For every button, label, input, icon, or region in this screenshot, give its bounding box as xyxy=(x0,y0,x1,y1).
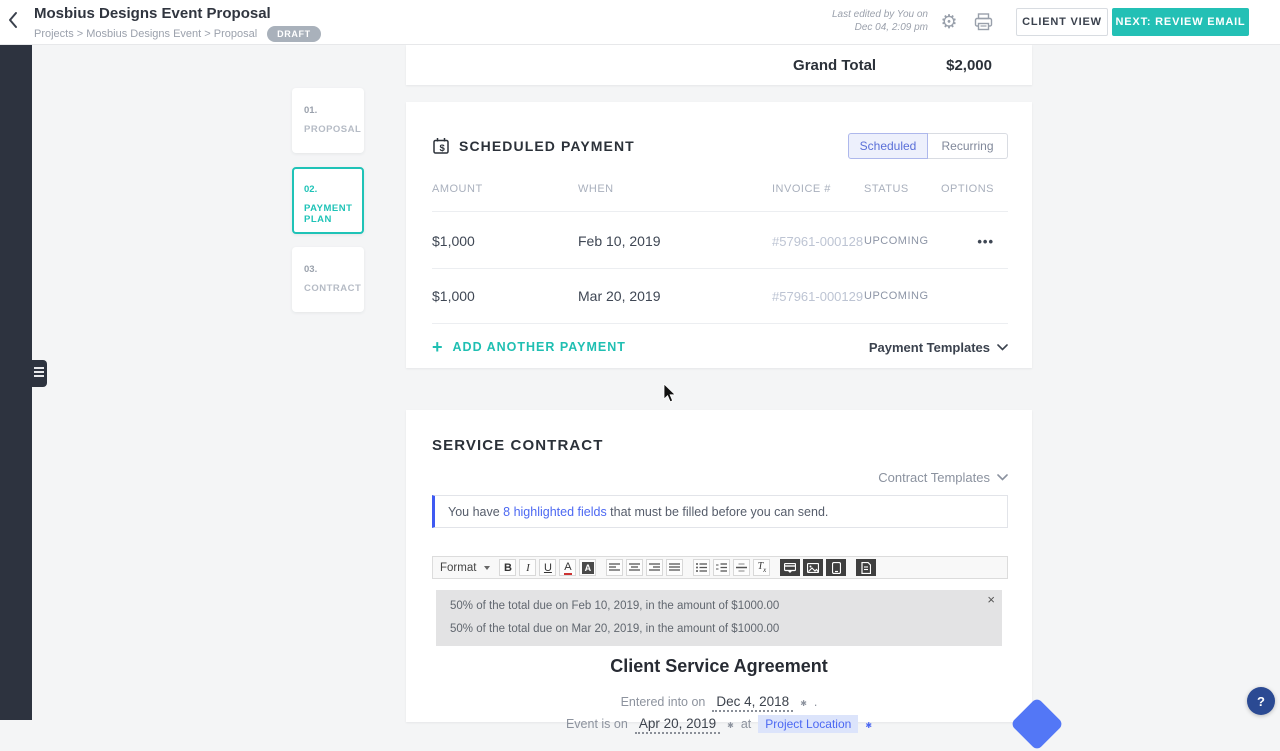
insert-image-field-icon[interactable] xyxy=(803,559,824,576)
summary-line: 50% of the total due on Feb 10, 2019, in… xyxy=(450,600,780,612)
entered-into-line: Entered into on Dec 4, 2018 ✱ . xyxy=(406,694,1032,712)
svg-text:$: $ xyxy=(440,143,446,154)
calendar-dollar-icon: $ xyxy=(432,137,450,155)
next-review-email-button[interactable]: NEXT: REVIEW EMAIL xyxy=(1112,8,1249,36)
step-contract[interactable]: 03. CONTRACT xyxy=(292,247,364,312)
service-contract-card: SERVICE CONTRACT Contract Templates You … xyxy=(406,410,1032,734)
chevron-down-icon xyxy=(997,474,1008,481)
align-center-icon[interactable] xyxy=(626,559,644,576)
payment-status: UPCOMING xyxy=(864,290,929,302)
step-payment-plan-active[interactable]: 02. PAYMENT PLAN xyxy=(292,167,364,234)
horizontal-rule-icon[interactable] xyxy=(733,559,751,576)
justify-icon[interactable] xyxy=(666,559,684,576)
entered-date-field[interactable]: Dec 4, 2018 xyxy=(712,694,794,712)
format-dropdown[interactable]: Format xyxy=(440,562,491,574)
payment-when[interactable]: Feb 10, 2019 xyxy=(578,233,661,249)
caret-down-icon xyxy=(484,565,491,570)
payment-row[interactable]: $1,000 Feb 10, 2019 #57961-000128 UPCOMI… xyxy=(432,229,1008,253)
payment-amount[interactable]: $1,000 xyxy=(432,233,475,249)
rich-text-toolbar: Format B I U A A Tx xyxy=(432,556,1008,579)
tab-scheduled[interactable]: Scheduled xyxy=(848,132,928,159)
mouse-cursor xyxy=(663,384,677,404)
insert-payment-field-icon[interactable] xyxy=(780,559,801,576)
grand-total-row: Grand Total $2,000 xyxy=(406,45,1032,85)
printer-icon[interactable] xyxy=(972,11,994,33)
last-edited-text: Last edited by You on Dec 04, 2:09 pm xyxy=(831,9,928,33)
close-icon[interactable]: × xyxy=(987,592,995,607)
plus-icon: + xyxy=(432,337,443,357)
payment-templates-dropdown[interactable]: Payment Templates xyxy=(869,340,1008,355)
add-another-payment-button[interactable]: + ADD ANOTHER PAYMENT xyxy=(432,337,626,357)
payment-type-toggle: Scheduled Recurring xyxy=(848,132,1008,159)
highlight-color-button[interactable]: A xyxy=(579,559,597,576)
italic-button[interactable]: I xyxy=(519,559,537,576)
highlighted-fields-notice: You have 8 highlighted fields that must … xyxy=(432,495,1008,528)
back-button[interactable] xyxy=(8,11,28,33)
payment-row[interactable]: $1,000 Mar 20, 2019 #57961-000129 UPCOMI… xyxy=(432,284,1008,308)
payment-amount[interactable]: $1,000 xyxy=(432,288,475,304)
contract-templates-dropdown[interactable]: Contract Templates xyxy=(878,470,1008,485)
required-asterisk: ✱ xyxy=(865,721,873,730)
menu-toggle-tab[interactable] xyxy=(32,360,47,387)
left-nav-rail xyxy=(0,44,32,720)
step-proposal[interactable]: 01. PROPOSAL xyxy=(292,88,364,153)
project-location-field[interactable]: Project Location xyxy=(758,715,859,733)
highlighted-fields-link[interactable]: 8 highlighted fields xyxy=(503,504,607,519)
scheduled-payment-title: $ SCHEDULED PAYMENT xyxy=(432,137,635,155)
tab-recurring[interactable]: Recurring xyxy=(928,132,1008,159)
align-left-icon[interactable] xyxy=(606,559,624,576)
agreement-title: Client Service Agreement xyxy=(610,656,828,676)
numbered-list-icon[interactable] xyxy=(713,559,731,576)
client-view-button[interactable]: CLIENT VIEW xyxy=(1016,8,1108,36)
required-asterisk: ✱ xyxy=(727,721,734,730)
grand-total-label: Grand Total xyxy=(793,56,877,74)
payments-table-header: AMOUNT WHEN INVOICE # STATUS OPTIONS xyxy=(432,183,995,195)
bold-button[interactable]: B xyxy=(499,559,517,576)
scheduled-payment-card: $ SCHEDULED PAYMENT Scheduled Recurring … xyxy=(406,102,1032,368)
payment-status: UPCOMING xyxy=(864,235,929,247)
payment-invoice: #57961-000129 xyxy=(772,288,864,304)
page-title: Mosbius Designs Event Proposal xyxy=(34,5,271,22)
underline-button[interactable]: U xyxy=(539,559,557,576)
clear-formatting-button[interactable]: Tx xyxy=(753,559,771,576)
insert-contract-field-icon[interactable] xyxy=(856,559,877,576)
payment-summary-block[interactable]: 50% of the total due on Feb 10, 2019, in… xyxy=(436,590,1002,646)
status-badge: DRAFT xyxy=(267,26,321,42)
payment-when[interactable]: Mar 20, 2019 xyxy=(578,288,661,304)
chevron-down-icon xyxy=(997,343,1008,351)
gear-icon[interactable]: ⚙ xyxy=(940,11,958,33)
bullet-list-icon[interactable] xyxy=(693,559,711,576)
grand-total-value: $2,000 xyxy=(946,56,992,74)
payment-invoice: #57961-000128 xyxy=(772,233,864,249)
breadcrumb[interactable]: Projects > Mosbius Designs Event > Propo… xyxy=(34,28,258,40)
options-menu-icon[interactable]: ••• xyxy=(977,233,994,249)
hamburger-icon xyxy=(32,360,47,377)
service-contract-title: SERVICE CONTRACT xyxy=(432,437,604,454)
required-asterisk: ✱ xyxy=(800,699,807,708)
help-button[interactable]: ? xyxy=(1247,687,1275,715)
text-color-button[interactable]: A xyxy=(559,559,577,576)
insert-smart-field-icon[interactable] xyxy=(826,559,847,576)
summary-line: 50% of the total due on Mar 20, 2019, in… xyxy=(450,623,780,635)
top-header: Mosbius Designs Event Proposal Projects … xyxy=(0,0,1280,45)
align-right-icon[interactable] xyxy=(646,559,664,576)
event-date-field[interactable]: Apr 20, 2019 xyxy=(634,716,721,734)
event-date-line: Event is on Apr 20, 2019 ✱ at Project Lo… xyxy=(406,715,1032,734)
